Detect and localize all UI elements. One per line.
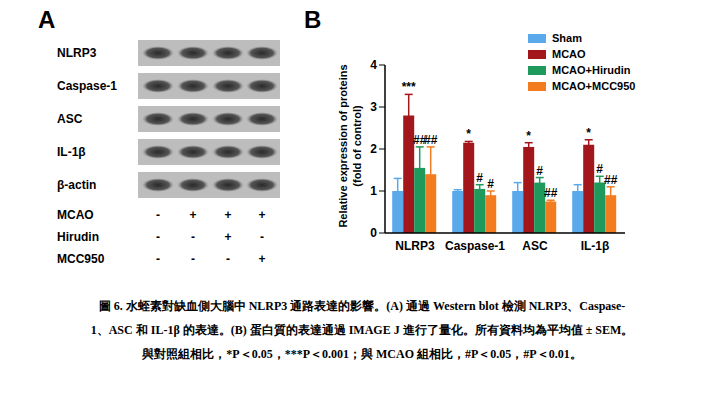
svg-text:2: 2 (370, 142, 377, 156)
svg-text:NLRP3: NLRP3 (395, 239, 435, 253)
svg-text:3: 3 (370, 100, 377, 114)
html-text:B: B (304, 6, 322, 33)
html-text:Relative expression of protein: Relative expression of proteins (337, 64, 349, 228)
html-text:圖 6. 水蛭素對缺血側大腦中 NLRP3 通路表達的影響。: 圖 6. 水蛭素對缺血側大腦中 NLRP3 通路表達的影響。(A) 通過 Wes… (98, 299, 626, 313)
html-text:A: A (38, 6, 56, 33)
svg-text:#: # (476, 171, 483, 185)
svg-text:IL-1β: IL-1β (581, 239, 610, 253)
svg-text:ASC: ASC (522, 239, 548, 253)
html-text:1、ASC 和 IL-1β 的表達。(B) 蛋白質的表達通過: 1、ASC 和 IL-1β 的表達。(B) 蛋白質的表達通過 IMAGE J 進… (90, 323, 634, 337)
html-text:MCAO: MCAO (552, 48, 586, 60)
html-text:MCAO+MCC950: MCAO+MCC950 (552, 80, 636, 92)
svg-text:ASC: ASC (57, 112, 83, 126)
svg-text:#: # (596, 162, 603, 176)
svg-text:Caspase-1: Caspase-1 (57, 79, 117, 93)
svg-text:+: + (258, 252, 265, 266)
html-text:與對照組相比，*P＜0.05，***P＜0.001；與 MC: 與對照組相比，*P＜0.05，***P＜0.001；與 MCAO 組相比，#P＜… (142, 347, 582, 361)
svg-text:+: + (224, 230, 231, 244)
svg-text:+: + (224, 208, 231, 222)
svg-text:1: 1 (370, 184, 377, 198)
svg-text:+: + (189, 208, 196, 222)
svg-text:MCAO: MCAO (57, 208, 94, 222)
html-text:(fold of control): (fold of control) (351, 105, 363, 187)
svg-text:+: + (258, 208, 265, 222)
svg-text:-: - (156, 208, 160, 222)
svg-text:Caspase-1: Caspase-1 (445, 239, 505, 253)
html-text:MCAO+Hirudin: MCAO+Hirudin (552, 64, 631, 76)
svg-text:IL-1β: IL-1β (57, 145, 86, 159)
svg-text:-: - (156, 230, 160, 244)
svg-text:-: - (260, 230, 264, 244)
svg-text:β-actin: β-actin (57, 178, 96, 192)
html-text:Sham: Sham (552, 32, 582, 44)
svg-text:***: *** (402, 80, 416, 94)
svg-text:0: 0 (370, 226, 377, 240)
svg-text:##: ## (604, 173, 618, 187)
svg-text:-: - (191, 252, 195, 266)
svg-text:4: 4 (370, 58, 377, 72)
svg-text:*: * (466, 127, 471, 141)
svg-text:#: # (536, 164, 543, 178)
svg-text:-: - (156, 252, 160, 266)
svg-text:*: * (586, 126, 591, 140)
svg-text:-: - (226, 252, 230, 266)
svg-text:-: - (191, 230, 195, 244)
svg-text:MCC950: MCC950 (57, 252, 105, 266)
svg-text:##: ## (424, 133, 438, 147)
svg-text:NLRP3: NLRP3 (57, 46, 97, 60)
svg-text:*: * (526, 129, 531, 143)
svg-text:#: # (487, 177, 494, 191)
svg-text:Hirudin: Hirudin (57, 230, 99, 244)
svg-text:##: ## (544, 186, 558, 200)
